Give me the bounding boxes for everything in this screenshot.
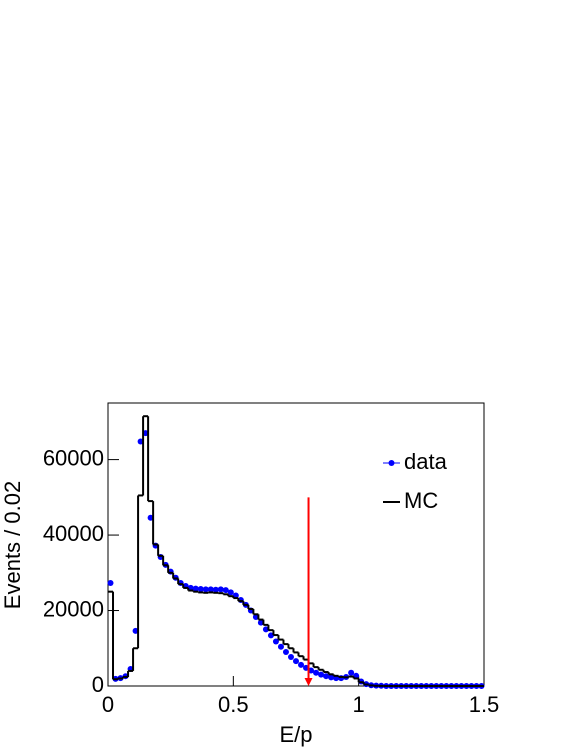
data-point <box>207 586 214 593</box>
data-point <box>192 585 199 592</box>
y-tick-label: 60000 <box>43 445 104 470</box>
data-point <box>132 627 139 634</box>
data-point <box>187 584 194 591</box>
data-point <box>262 626 269 633</box>
y-tick-label: 20000 <box>43 596 104 621</box>
data-point <box>257 619 264 626</box>
data-point <box>252 613 259 620</box>
plot-frame <box>107 402 485 687</box>
x-tick-label: 1.5 <box>469 692 500 717</box>
data-point <box>287 653 294 660</box>
data-point <box>323 673 330 680</box>
x-tick-label: 0 <box>102 692 114 717</box>
data-point <box>303 664 310 671</box>
arrow-head <box>304 678 313 686</box>
data-point <box>137 438 144 445</box>
data-point <box>142 430 149 437</box>
y-axis-title: Events / 0.02 <box>0 481 25 609</box>
data-point <box>212 586 219 593</box>
data-point <box>328 674 335 681</box>
data-point <box>147 514 154 521</box>
data-point <box>318 671 325 678</box>
x-tick-label: 1 <box>353 692 365 717</box>
data-point <box>197 586 204 593</box>
data-point <box>217 586 224 593</box>
data-point <box>313 669 320 676</box>
data-point <box>227 589 234 596</box>
data-point <box>348 669 355 676</box>
legend-label: data <box>404 449 448 474</box>
data-point <box>202 586 209 593</box>
data-point <box>282 649 289 656</box>
y-tick-label: 0 <box>92 672 104 697</box>
y-tick-label: 40000 <box>43 521 104 546</box>
data-point <box>308 667 315 674</box>
x-axis-title: E/p <box>279 722 312 747</box>
legend-label: MC <box>404 488 438 513</box>
legend-marker <box>388 460 395 466</box>
data-point <box>272 638 279 645</box>
data-point <box>107 579 114 586</box>
data-point <box>267 632 274 639</box>
x-tick-label: 0.5 <box>218 692 249 717</box>
data-point <box>293 658 299 665</box>
data-point <box>353 672 360 679</box>
data-point <box>298 661 305 668</box>
data-point <box>222 587 229 594</box>
data-point <box>277 643 284 650</box>
data-point <box>232 592 239 599</box>
